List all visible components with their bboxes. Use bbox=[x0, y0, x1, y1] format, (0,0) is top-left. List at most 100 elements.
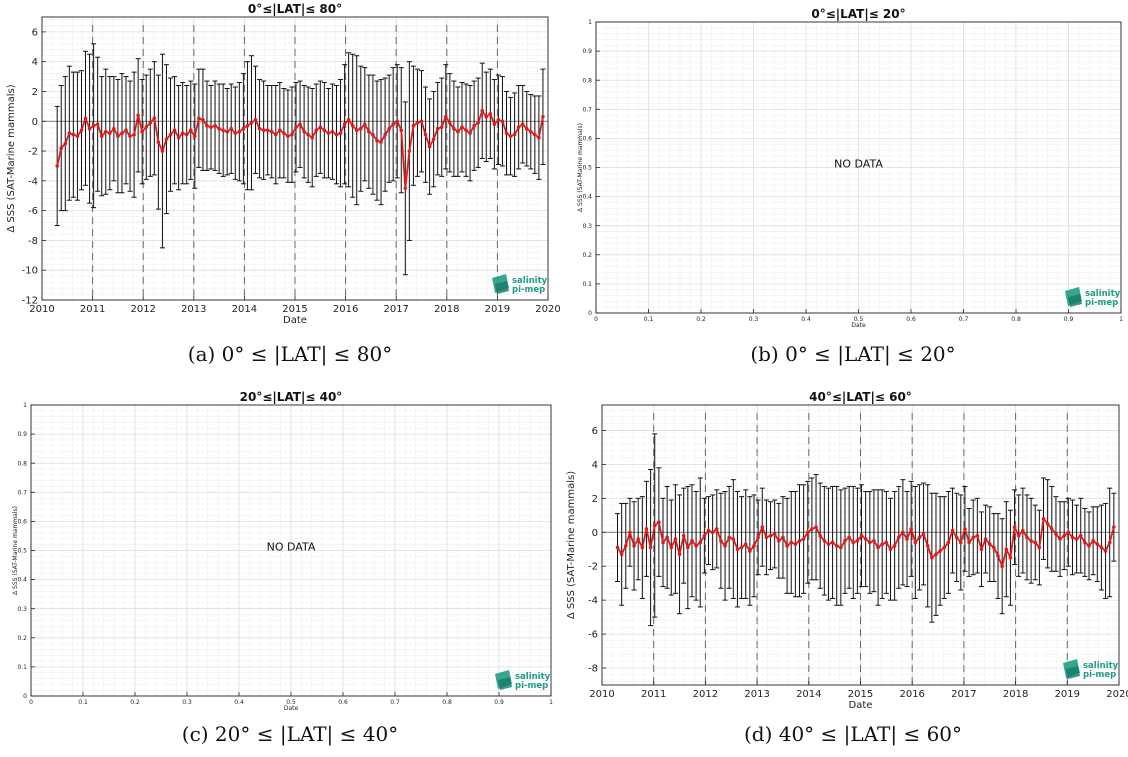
mean-point bbox=[387, 126, 391, 131]
mean-point bbox=[221, 128, 225, 132]
mean-point bbox=[917, 535, 922, 540]
x-tick-label: 0.3 bbox=[182, 699, 192, 706]
mean-point bbox=[375, 138, 379, 143]
chart-title: 0°≤|LAT|≤ 80° bbox=[248, 2, 342, 16]
mean-point bbox=[925, 544, 930, 548]
mean-point bbox=[176, 135, 181, 140]
mean-point bbox=[79, 128, 84, 132]
mean-point bbox=[735, 547, 740, 552]
x-tick-label: 0.6 bbox=[906, 316, 916, 323]
mean-point bbox=[905, 537, 909, 541]
y-tick-label: 1 bbox=[588, 19, 592, 26]
mean-point bbox=[257, 126, 262, 131]
mean-point bbox=[665, 535, 669, 540]
y-tick-label: 0 bbox=[592, 528, 598, 539]
x-tick-label: 0.5 bbox=[854, 316, 864, 323]
mean-point bbox=[632, 544, 636, 548]
y-tick-label: 0.3 bbox=[17, 606, 27, 613]
mean-point bbox=[452, 126, 456, 131]
mean-point bbox=[797, 538, 802, 543]
mean-point bbox=[706, 528, 711, 533]
x-tick-label: 2011 bbox=[641, 689, 666, 700]
mean-point bbox=[814, 525, 818, 529]
mean-point bbox=[197, 116, 201, 121]
mean-point bbox=[342, 122, 347, 127]
y-tick-label: -4 bbox=[588, 596, 598, 607]
x-tick-label: 0.6 bbox=[338, 699, 348, 706]
mean-point bbox=[839, 545, 843, 550]
logo-text: salinity bbox=[1085, 289, 1121, 299]
mean-point bbox=[59, 146, 64, 150]
mean-point bbox=[818, 533, 822, 538]
mean-point bbox=[748, 549, 752, 553]
mean-point bbox=[901, 530, 905, 535]
mean-point bbox=[942, 545, 947, 550]
mean-point bbox=[524, 126, 529, 131]
y-tick-label: 0.3 bbox=[582, 223, 592, 230]
mean-point bbox=[1049, 527, 1054, 531]
mean-point bbox=[954, 535, 959, 540]
mean-point bbox=[282, 131, 286, 135]
x-tick-label: 0.2 bbox=[696, 316, 706, 323]
x-tick-label: 0 bbox=[594, 316, 598, 323]
y-axis-label: Δ SSS (SAT-Marine mammals) bbox=[12, 506, 19, 595]
mean-point bbox=[1070, 535, 1075, 540]
mean-point bbox=[793, 542, 798, 546]
mean-point bbox=[913, 540, 918, 545]
logo-mark bbox=[1066, 666, 1080, 679]
mean-point bbox=[472, 123, 476, 128]
mean-point bbox=[253, 117, 258, 122]
mean-point bbox=[921, 532, 926, 536]
mean-point bbox=[843, 538, 847, 543]
mean-point bbox=[508, 134, 513, 138]
mean-point bbox=[967, 540, 971, 545]
mean-point bbox=[95, 122, 100, 127]
mean-point bbox=[294, 125, 298, 130]
mean-point bbox=[391, 122, 395, 127]
mean-point bbox=[785, 544, 789, 548]
mean-point bbox=[520, 122, 525, 127]
mean-point bbox=[188, 128, 193, 132]
y-tick-label: 0.2 bbox=[17, 635, 27, 642]
mean-point bbox=[822, 538, 827, 543]
mean-point bbox=[979, 547, 984, 552]
mean-point bbox=[1078, 533, 1083, 538]
x-tick-label: 2019 bbox=[1055, 689, 1080, 700]
y-tick-label: 0 bbox=[588, 310, 592, 317]
mean-point bbox=[136, 113, 140, 118]
mean-point bbox=[930, 555, 934, 560]
x-tick-label: 0.4 bbox=[801, 316, 811, 323]
mean-point bbox=[148, 120, 153, 125]
mean-point bbox=[1004, 547, 1009, 552]
mean-point bbox=[958, 540, 963, 545]
mean-point bbox=[399, 128, 404, 132]
x-tick-label: 2012 bbox=[693, 689, 718, 700]
mean-point bbox=[1012, 525, 1017, 529]
y-tick-label: 2 bbox=[592, 494, 598, 505]
mean-point bbox=[464, 128, 468, 132]
x-tick-label: 2016 bbox=[899, 689, 924, 700]
mean-point bbox=[480, 109, 485, 113]
mean-point bbox=[1045, 521, 1050, 526]
x-tick-label: 2010 bbox=[589, 689, 614, 700]
mean-point bbox=[326, 131, 331, 135]
mean-point bbox=[460, 125, 464, 130]
mean-point bbox=[1099, 545, 1104, 550]
mean-point bbox=[1087, 544, 1091, 548]
mean-point bbox=[830, 540, 835, 545]
y-tick-label: 0.5 bbox=[582, 165, 592, 172]
y-tick-label: 0.7 bbox=[582, 106, 592, 113]
mean-point bbox=[363, 122, 367, 127]
mean-point bbox=[615, 545, 620, 550]
mean-point bbox=[992, 545, 996, 550]
y-tick-label: 0.9 bbox=[17, 431, 27, 438]
x-tick-label: 2020 bbox=[535, 304, 560, 315]
mean-point bbox=[298, 122, 302, 127]
mean-point bbox=[1107, 540, 1112, 545]
mean-point bbox=[768, 533, 773, 538]
mean-point bbox=[1008, 555, 1013, 560]
x-tick-label: 2019 bbox=[485, 304, 510, 315]
mean-point bbox=[1062, 533, 1066, 538]
